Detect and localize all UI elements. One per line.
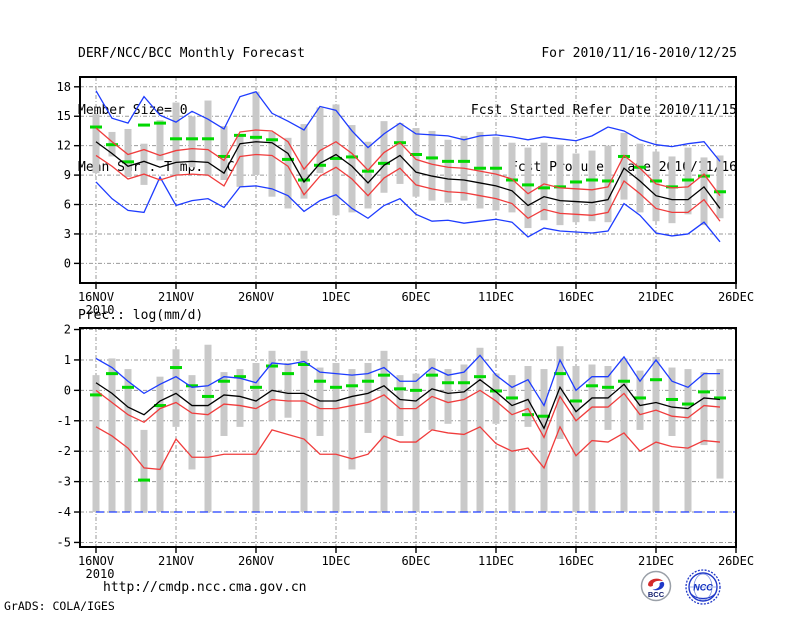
std-upper-line (95, 389, 721, 440)
ensemble-mean-line (95, 141, 721, 209)
svg-text:1DEC: 1DEC (322, 554, 351, 568)
svg-text:0: 0 (64, 256, 71, 270)
bcc-blue-swoosh (652, 581, 665, 591)
svg-text:21NOV: 21NOV (158, 290, 194, 304)
svg-text:21NOV: 21NOV (158, 554, 194, 568)
observation-dashes (90, 363, 726, 482)
svg-text:16DEC: 16DEC (558, 554, 594, 568)
svg-text:16NOV: 16NOV (78, 290, 114, 304)
svg-text:0: 0 (64, 383, 71, 397)
svg-text:12: 12 (57, 139, 71, 153)
refer-date-label: Fcst Started Refer Date 2010/11/15 (470, 103, 737, 118)
bcc-logo-text: BCC (648, 590, 665, 599)
svg-text:26DEC: 26DEC (718, 290, 754, 304)
svg-text:3: 3 (64, 227, 71, 241)
svg-text:26DEC: 26DEC (718, 554, 754, 568)
std-lower-line (95, 153, 721, 222)
svg-text:9: 9 (64, 168, 71, 182)
svg-text:16NOV: 16NOV (78, 554, 114, 568)
svg-text:-3: -3 (57, 475, 71, 489)
member-range-bars (92, 344, 724, 513)
svg-text:11DEC: 11DEC (478, 554, 514, 568)
svg-text:21DEC: 21DEC (638, 554, 674, 568)
page-title: DERF/NCC/BCC Monthly Forecast (78, 46, 305, 61)
svg-text:-1: -1 (57, 414, 71, 428)
ncc-logo-text: NCC (693, 583, 713, 593)
svg-text:21DEC: 21DEC (638, 290, 674, 304)
valid-range-label: For 2010/11/16-2010/12/25 (541, 46, 737, 61)
svg-text:2010: 2010 (86, 303, 115, 317)
ensemble-mean-line (95, 378, 721, 430)
std-upper-line (95, 127, 721, 197)
svg-text:26NOV: 26NOV (238, 554, 274, 568)
source-url: http://cmdp.ncc.cma.gov.cn (103, 580, 307, 595)
svg-text:15: 15 (57, 109, 71, 123)
std-lower-line (95, 425, 721, 471)
bcc-red-swoosh (648, 578, 663, 587)
svg-text:6DEC: 6DEC (402, 554, 431, 568)
grads-credit: GrADS: COLA/IGES (4, 599, 115, 613)
svg-text:6: 6 (64, 198, 71, 212)
svg-text:2: 2 (64, 323, 71, 337)
svg-text:1DEC: 1DEC (322, 290, 351, 304)
max-line (95, 90, 721, 162)
svg-text:1: 1 (64, 353, 71, 367)
svg-text:16DEC: 16DEC (558, 290, 594, 304)
prec-chart-title: Prec.: log(mm/d) (78, 308, 204, 323)
ncc-logo: NCC (685, 569, 721, 605)
svg-text:-4: -4 (57, 505, 71, 519)
svg-text:-2: -2 (57, 444, 71, 458)
svg-text:18: 18 (57, 80, 71, 94)
svg-text:11DEC: 11DEC (478, 290, 514, 304)
min-line (95, 175, 721, 243)
svg-text:-5: -5 (57, 535, 71, 549)
bcc-logo: BCC (640, 570, 672, 602)
svg-text:2010: 2010 (86, 567, 115, 581)
svg-text:6DEC: 6DEC (402, 290, 431, 304)
svg-text:26NOV: 26NOV (238, 290, 274, 304)
max-line (95, 354, 720, 408)
observation-dashes (90, 121, 726, 194)
